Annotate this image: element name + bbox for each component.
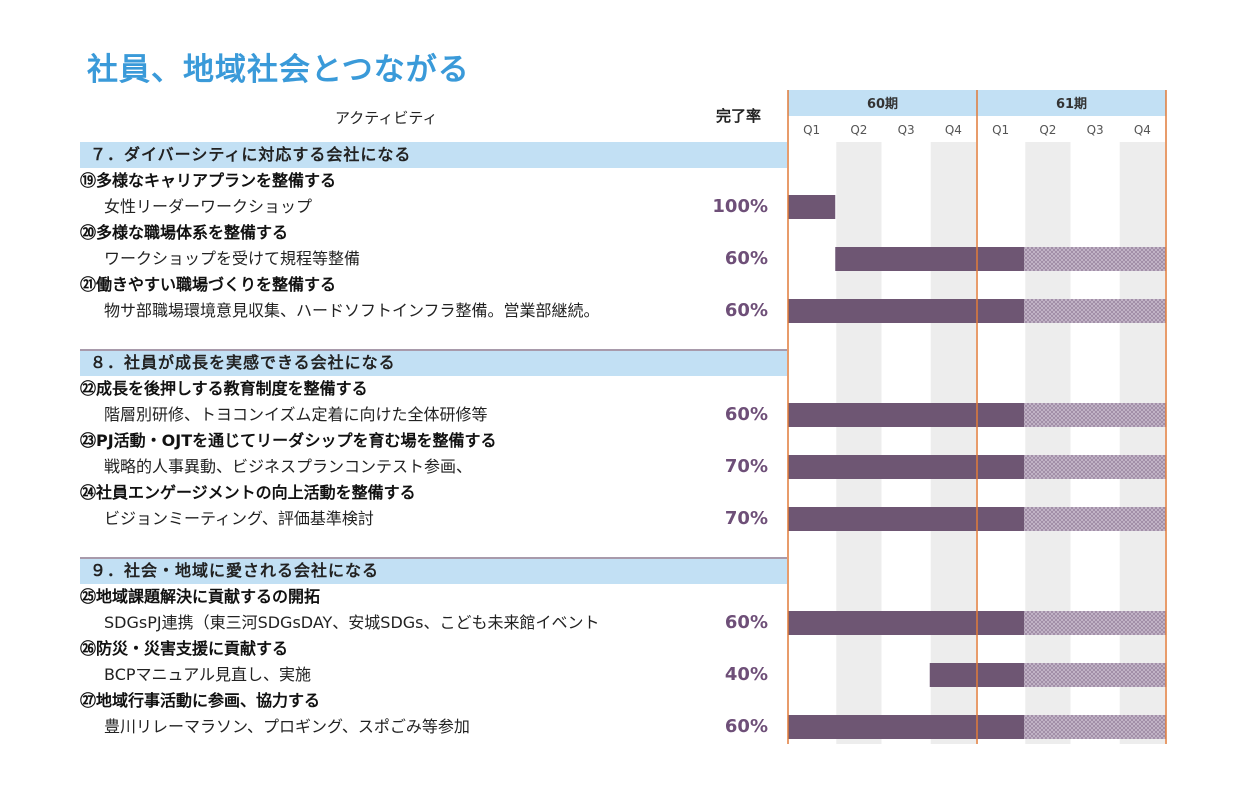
bar-completed — [788, 715, 1025, 739]
period-label: 61期 — [1056, 97, 1087, 112]
quarter-column-shade — [836, 142, 882, 744]
period-label: 60期 — [867, 97, 898, 112]
bar-completed — [788, 299, 1025, 323]
completion-rate: 60% — [724, 404, 768, 425]
section-header: ８．社員が成長を実感できる会社になる — [80, 350, 787, 376]
quarter-label: Q3 — [1087, 123, 1104, 137]
activity-row: 物サ部職場環境意見収集、ハードソフトインフラ整備。営業部継続。 — [104, 301, 600, 320]
bar-planned — [1024, 247, 1166, 271]
bar-completed — [788, 195, 836, 219]
completion-rate: 60% — [724, 248, 768, 269]
activity-column-header: アクティビティ — [335, 109, 438, 127]
bar-planned — [1024, 299, 1166, 323]
completion-rate: 40% — [724, 664, 768, 685]
bar-completed — [788, 403, 1025, 427]
section-divider — [80, 349, 787, 351]
activity-row: ワークショップを受けて規程等整備 — [104, 249, 361, 268]
completion-rate-column-header: 完了率 — [716, 107, 762, 125]
goal-row: ⑲多様なキャリアプランを整備する — [80, 171, 337, 190]
quarter-label: Q1 — [803, 123, 820, 137]
bar-completed — [788, 455, 1025, 479]
completion-rate: 60% — [724, 612, 768, 633]
goal-row: ㉕地域課題解決に貢献するの開拓 — [80, 587, 321, 606]
goal-row: ㉔社員エンゲージメントの向上活動を整備する — [80, 483, 416, 502]
quarter-label: Q2 — [850, 123, 867, 137]
completion-rate: 60% — [724, 716, 768, 737]
section-header: ９．社会・地域に愛される会社になる — [80, 558, 787, 584]
bar-planned — [1024, 507, 1166, 531]
goal-row: ㉓PJ活動・OJTを通じてリーダシップを育む場を整備する — [80, 431, 497, 450]
activity-row: 女性リーダーワークショップ — [104, 197, 313, 216]
goal-row: ㉗地域行事活動に参画、協力する — [80, 691, 321, 710]
activity-row: 戦略的人事異動、ビジネスプランコンテスト参画、 — [104, 457, 473, 476]
activity-row: ビジョンミーティング、評価基準検討 — [104, 509, 374, 528]
completion-rate: 70% — [724, 456, 768, 477]
period-header-bg — [977, 90, 1166, 116]
completion-rate: 60% — [724, 300, 768, 321]
section-divider — [80, 557, 787, 559]
activity-row: BCPマニュアル見直し、実施 — [104, 665, 312, 684]
goal-row: ㉒成長を後押しする教育制度を整備する — [80, 379, 368, 398]
page-title: 社員、地域社会とつながる — [87, 52, 470, 88]
section-header: ７．ダイバーシティに対応する会社になる — [80, 142, 787, 168]
goal-row: ㉖防災・災害支援に貢献する — [80, 639, 289, 658]
quarter-label: Q1 — [992, 123, 1009, 137]
quarter-column-shade — [1119, 142, 1165, 744]
quarter-label: Q4 — [945, 123, 962, 137]
activity-row: 階層別研修、トヨコンイズム定着に向けた全体研修等 — [104, 405, 488, 424]
bar-planned — [1024, 663, 1166, 687]
quarter-label: Q2 — [1039, 123, 1056, 137]
completion-rate: 100% — [712, 196, 768, 217]
period-header-bg — [788, 90, 977, 116]
bar-completed — [835, 247, 1025, 271]
bar-planned — [1024, 715, 1166, 739]
bar-planned — [1024, 455, 1166, 479]
quarter-label: Q4 — [1134, 123, 1151, 137]
quarter-column-shade — [1025, 142, 1071, 744]
quarter-column-shade — [930, 142, 976, 744]
bar-planned — [1024, 403, 1166, 427]
activity-row: SDGsPJ連携（東三河SDGsDAY、安城SDGs、こども未来館イベント — [104, 613, 600, 632]
goal-row: ⑳多様な職場体系を整備する — [80, 223, 289, 242]
bar-completed — [788, 611, 1025, 635]
goal-row: ㉑働きやすい職場づくりを整備する — [80, 275, 337, 294]
quarter-label: Q3 — [898, 123, 915, 137]
completion-rate: 70% — [724, 508, 768, 529]
bar-completed — [788, 507, 1025, 531]
bar-planned — [1024, 611, 1166, 635]
activity-row: 豊川リレーマラソン、プロギング、スポごみ等参加 — [104, 717, 470, 736]
